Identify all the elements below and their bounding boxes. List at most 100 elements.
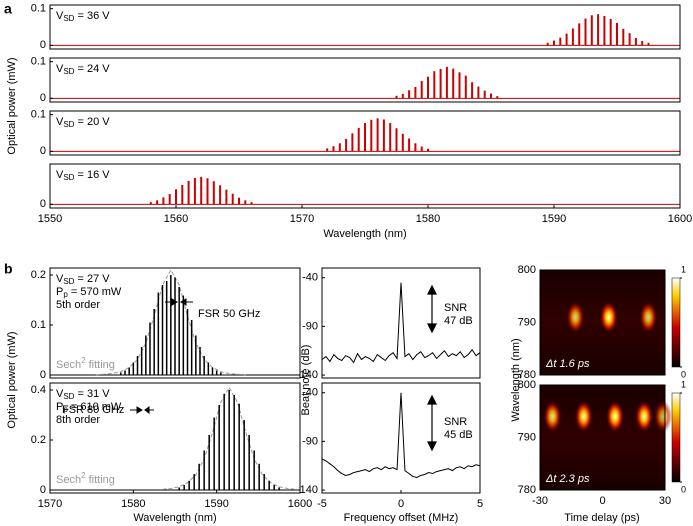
trace [321, 282, 481, 364]
pulse-spot [653, 400, 672, 433]
annotation: VSD = 31 V [56, 388, 110, 401]
annotation: Pp = 570 mW [56, 286, 122, 299]
y-tick-label: 790 [518, 431, 536, 443]
y-tick-label: 0.2 [31, 434, 46, 446]
x-tick-label: 1580 [416, 213, 440, 225]
pulse-spot [639, 301, 658, 334]
plot-frame [49, 267, 301, 379]
snr-label: 47 dB [444, 315, 473, 327]
pulse-spot [574, 400, 593, 433]
annotation-part: = 31 V [74, 388, 110, 400]
fit-label-part: Sech [56, 359, 81, 371]
y-axis-label: Wavelength (nm) [510, 338, 522, 421]
plot-frame [49, 110, 681, 156]
plot-frame [49, 163, 681, 209]
annotation-part: = 16 V [74, 169, 110, 181]
annotation: VSD = 27 V [56, 273, 110, 286]
annotation-part: V [56, 116, 64, 128]
annotation: Pp = 610 mW [56, 401, 122, 414]
annotation-sub: SD [63, 277, 74, 286]
annotation-part: V [56, 388, 64, 400]
snr-label: 45 dB [444, 429, 473, 441]
y-tick-label: 0.1 [31, 56, 46, 68]
annotation-sub: SD [63, 14, 74, 23]
annotation-part: V [56, 63, 64, 75]
fit-curve [95, 268, 246, 376]
x-tick-label: 1550 [38, 213, 62, 225]
y-axis-label: Beat note (dB) [300, 345, 312, 416]
y-tick-label: -40 [302, 387, 318, 399]
plot-frame [49, 382, 301, 494]
y-tick-label: 800 [518, 379, 536, 391]
y-tick-label: -40 [302, 272, 318, 284]
fsr-label: FSR 50 GHz [198, 308, 260, 320]
y-tick-label: 0.1 [31, 319, 46, 331]
annotation-sub: SD [63, 173, 74, 182]
y-tick-label: 800 [518, 264, 536, 276]
colorbar-tick-label: 0 [681, 369, 686, 379]
annotation-part: = 36 V [74, 10, 110, 22]
x-tick-label: 1600 [668, 213, 692, 225]
fsr-label: FSR 80 GHz [62, 404, 124, 416]
annotation-part: V [56, 169, 64, 181]
y-tick-label: 0.2 [31, 269, 46, 281]
y-tick-label: 0.1 [31, 3, 46, 15]
annotation-part: P [56, 401, 63, 413]
x-tick-label: 0 [599, 495, 605, 507]
y-tick-label: 780 [518, 484, 536, 496]
y-tick-label: -140 [296, 484, 318, 496]
annotation: VSD = 20 V [56, 116, 110, 129]
plot-frame [49, 4, 681, 50]
x-tick-label: 1580 [121, 498, 145, 510]
annotation: VSD = 16 V [56, 169, 110, 182]
x-tick-label: -5 [317, 498, 327, 510]
pulse-spot [566, 301, 585, 334]
y-tick-label: -140 [296, 369, 318, 381]
x-tick-label: 1570 [290, 213, 314, 225]
y-axis-label: Optical power (mW) [6, 57, 18, 154]
annotation: 8th order [56, 414, 100, 426]
annotation: VSD = 36 V [56, 10, 110, 23]
y-tick-label: 790 [518, 316, 536, 328]
annotation-part: P [56, 286, 63, 298]
x-tick-label: 1600 [288, 498, 312, 510]
annotation-sub: p [63, 290, 68, 299]
annotation-part: V [56, 273, 64, 285]
x-axis-label: Wavelength (nm) [323, 228, 406, 240]
fit-curve [162, 386, 296, 490]
fit-label: Sech2 fitting [56, 356, 115, 371]
fit-label-sup: 2 [81, 356, 86, 365]
colorbar [671, 392, 681, 483]
pulse-spot [599, 301, 618, 334]
y-tick-label: 0.4 [31, 384, 46, 396]
panel-label: a [4, 1, 12, 17]
pulse-width-label: Δt 1.6 ps [545, 358, 590, 370]
y-tick-label: 0 [40, 92, 46, 104]
colorbar [671, 277, 681, 368]
pulse-width-label: Δt 2.3 ps [545, 473, 590, 485]
trace [321, 392, 481, 478]
x-tick-label: 1590 [204, 498, 228, 510]
annotation-sub: SD [63, 67, 74, 76]
y-tick-label: 0 [40, 369, 46, 381]
plot-frame [321, 267, 481, 379]
y-tick-label: 0.1 [31, 109, 46, 121]
annotation-sub: p [63, 405, 68, 414]
y-tick-label: -90 [302, 435, 318, 447]
x-tick-label: 1590 [542, 213, 566, 225]
annotation-sub: SD [63, 392, 74, 401]
x-axis-label: Frequency offset (MHz) [344, 512, 459, 524]
snr-label: SNR [444, 416, 467, 428]
colorbar-tick-label: 1 [681, 379, 686, 389]
x-tick-label: 1560 [164, 213, 188, 225]
annotation-part: = 24 V [74, 63, 110, 75]
y-tick-label: 0 [40, 145, 46, 157]
colorbar-tick-label: 0 [681, 484, 686, 494]
x-tick-label: 30 [659, 495, 671, 507]
fit-label-part: fitting [86, 359, 115, 371]
y-axis-label: Optical power (mW) [6, 331, 18, 428]
y-tick-label: 0 [40, 484, 46, 496]
annotation-part: = 27 V [74, 273, 110, 285]
annotation-part: = 610 mW [68, 401, 122, 413]
